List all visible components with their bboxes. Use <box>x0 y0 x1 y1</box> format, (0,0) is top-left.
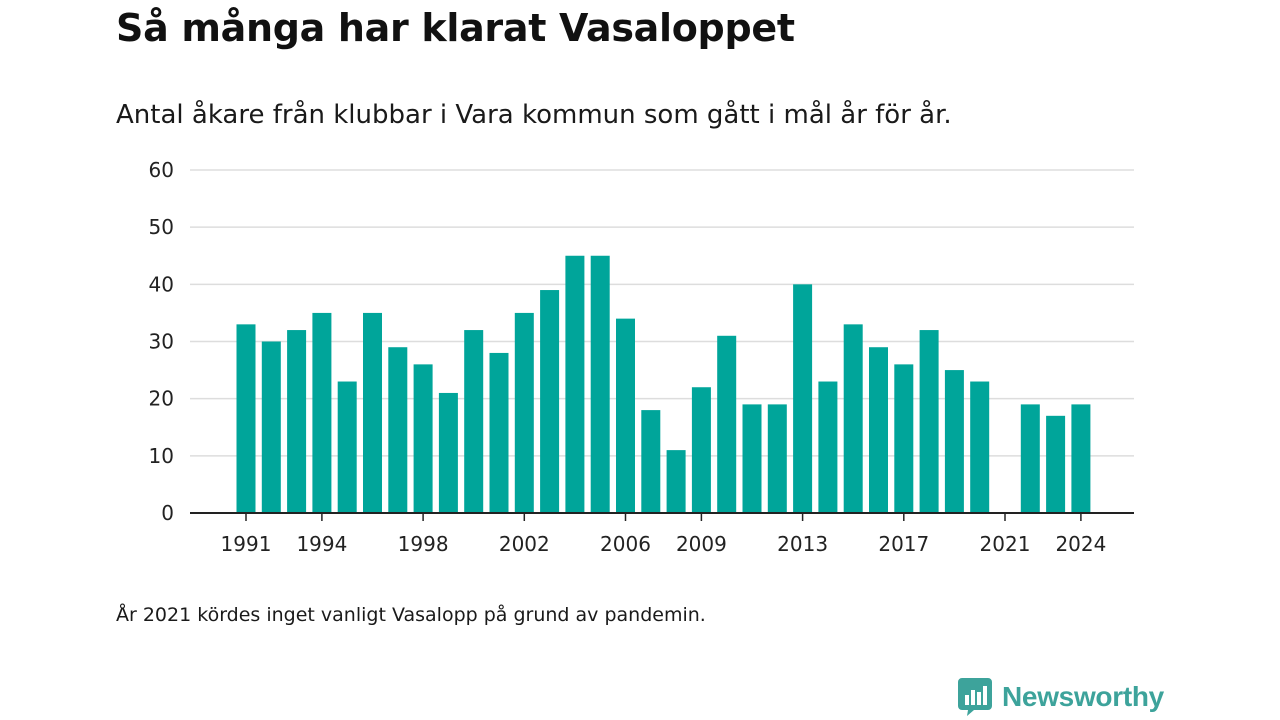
chart-subtitle: Antal åkare från klubbar i Vara kommun s… <box>116 100 952 130</box>
x-tick-label: 2017 <box>878 532 929 556</box>
x-tick-label: 1991 <box>221 532 272 556</box>
bar <box>261 341 281 513</box>
brand-logo: Newsworthy <box>958 678 1164 716</box>
axes: 0 10 20 30 40 50 60 1991 1994 1998 2002 2006 2009 201… <box>149 158 1134 556</box>
bar <box>944 370 964 513</box>
x-tick-label: 1998 <box>398 532 449 556</box>
bar <box>236 324 256 513</box>
bar <box>919 330 939 513</box>
bar <box>843 324 863 513</box>
y-tick-label: 30 <box>149 330 174 354</box>
x-tick-label: 2006 <box>600 532 651 556</box>
bar <box>970 381 990 513</box>
y-tick-label: 20 <box>149 387 174 411</box>
y-tick-label: 50 <box>149 215 174 239</box>
bar <box>388 347 408 513</box>
bar <box>767 404 787 513</box>
bar <box>540 290 560 513</box>
bar <box>869 347 888 513</box>
chart-title: Så många har klarat Vasaloppet <box>116 6 795 50</box>
bar <box>818 381 838 513</box>
x-tick-label: 2009 <box>676 532 727 556</box>
x-tick-label: 2002 <box>499 532 550 556</box>
bars <box>236 255 1091 513</box>
bar <box>793 284 813 513</box>
bar <box>717 335 737 513</box>
bar <box>438 392 458 513</box>
bar <box>1046 415 1066 513</box>
bar <box>489 352 509 513</box>
brand-name: Newsworthy <box>1002 681 1164 712</box>
x-tick-label: 2024 <box>1055 532 1106 556</box>
bar <box>312 312 332 513</box>
bar <box>1020 404 1040 513</box>
bar <box>413 364 433 513</box>
footnote: År 2021 kördes inget vanligt Vasalopp på… <box>116 604 706 626</box>
bar <box>641 410 661 513</box>
bar <box>565 255 585 513</box>
x-tick-label: 1994 <box>296 532 347 556</box>
y-tick-label: 10 <box>149 444 174 468</box>
bar <box>894 364 914 513</box>
bar <box>616 318 635 513</box>
bar-chart: 0 10 20 30 40 50 60 1991 1994 1998 2002 2006 2009 201… <box>149 158 1134 556</box>
gridlines <box>190 169 1134 457</box>
bar <box>1071 404 1091 513</box>
bar <box>464 330 484 513</box>
bar <box>337 381 357 513</box>
bar <box>742 404 762 513</box>
y-tick-label: 0 <box>161 501 174 525</box>
y-tick-label: 60 <box>149 158 174 182</box>
x-tick-label: 2013 <box>777 532 828 556</box>
bar <box>363 312 382 513</box>
bar <box>666 450 686 513</box>
bar <box>287 330 307 513</box>
bar <box>590 255 610 513</box>
bar <box>691 387 711 513</box>
y-tick-label: 40 <box>149 272 174 296</box>
newsworthy-logo-icon <box>958 678 992 716</box>
bar <box>514 312 534 513</box>
x-tick-label: 2021 <box>980 532 1031 556</box>
